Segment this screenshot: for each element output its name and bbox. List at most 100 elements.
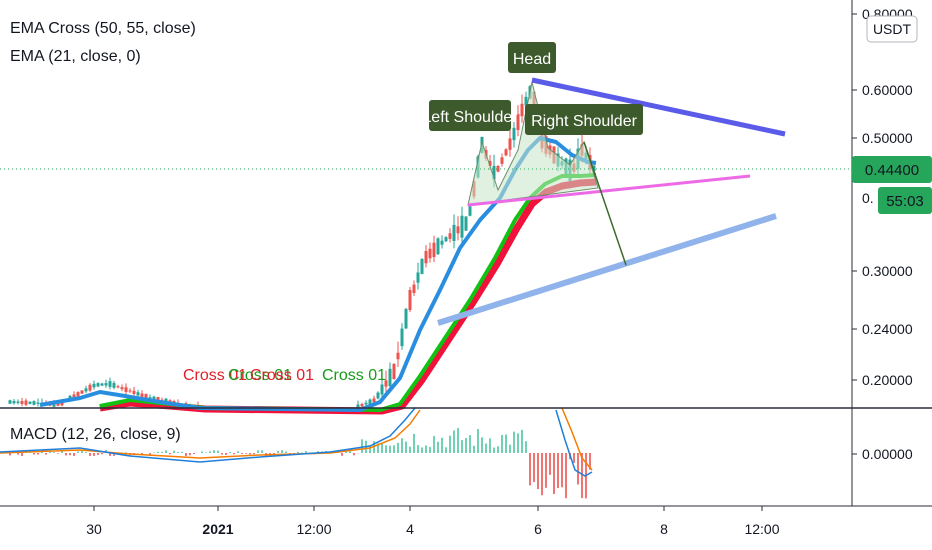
time-tick: 12:00 xyxy=(744,521,779,537)
macd-histogram-bar xyxy=(125,452,127,453)
candle-body xyxy=(524,96,528,106)
macd-histogram-bar xyxy=(361,439,363,453)
macd-histogram-bar xyxy=(489,438,491,453)
candle-body xyxy=(444,237,448,242)
time-tick: 6 xyxy=(534,521,542,537)
candle-body xyxy=(428,248,432,259)
macd-histogram-bar xyxy=(253,453,255,455)
candle-body xyxy=(412,284,416,293)
price-tick-partial: 0. xyxy=(862,190,874,206)
macd-histogram-bar xyxy=(77,451,79,453)
macd-histogram-bar xyxy=(61,450,63,453)
left-shoulder-label-bg xyxy=(429,100,511,131)
candle-body xyxy=(100,383,104,386)
macd-histogram-bar xyxy=(453,430,455,453)
macd-histogram-bar xyxy=(161,451,163,453)
macd-histogram-bar xyxy=(413,433,415,453)
candle-body xyxy=(116,386,120,388)
macd-histogram-bar xyxy=(437,441,439,453)
ema-cross-label[interactable]: EMA Cross (50, 55, close) xyxy=(10,20,196,37)
candle-body xyxy=(432,242,436,258)
macd-histogram-bar xyxy=(405,441,407,453)
macd-histogram-bar xyxy=(509,444,511,453)
candle-body xyxy=(448,233,452,239)
neckline xyxy=(467,174,751,207)
macd-histogram-bar xyxy=(445,447,447,453)
time-tick: 30 xyxy=(86,521,102,537)
macd-histogram-bar xyxy=(513,431,515,453)
time-axis: 30 2021 12:00 4 6 8 12:00 xyxy=(86,506,780,537)
head-label: Head xyxy=(513,51,551,68)
ema-label[interactable]: EMA (21, close, 0) xyxy=(10,48,141,65)
macd-histogram-bar xyxy=(33,453,35,455)
upper-trendline xyxy=(531,77,786,137)
candle-body xyxy=(388,368,392,387)
macd-histogram-bar xyxy=(169,453,171,455)
macd-histogram-bar xyxy=(213,450,215,453)
candle-body xyxy=(128,390,132,392)
macd-histogram-bar xyxy=(209,451,211,453)
right-shoulder-label: Right Shoulder xyxy=(531,113,638,130)
candle-body xyxy=(24,400,28,405)
candle-body xyxy=(372,398,376,403)
candle-body xyxy=(492,165,496,180)
candle-body xyxy=(516,113,520,131)
candle-body xyxy=(56,402,60,406)
macd-histogram-bar xyxy=(417,445,419,453)
price-tick: 0.50000 xyxy=(862,130,913,146)
macd-histogram-bar xyxy=(449,435,451,453)
macd-line-tail xyxy=(555,409,593,477)
macd-histogram-bar xyxy=(185,453,187,456)
candle-body xyxy=(456,226,460,234)
candle-body xyxy=(364,402,368,405)
macd-histogram-bar xyxy=(385,445,387,453)
signal-line xyxy=(0,409,421,459)
macd-histogram-bar xyxy=(485,443,487,453)
macd-histogram-bar xyxy=(201,451,203,453)
macd-histogram-bar xyxy=(57,453,59,454)
macd-histogram-bar xyxy=(217,450,219,453)
left-shoulder-label: Left Shoulder xyxy=(422,109,518,126)
macd-histogram-bar xyxy=(257,450,259,453)
candle-body xyxy=(396,352,400,360)
candle-body xyxy=(500,157,504,164)
candle-body xyxy=(404,308,408,329)
cross-label: Cross 01 xyxy=(183,367,247,384)
candle-body xyxy=(88,384,92,391)
macd-histogram-bar xyxy=(113,453,115,456)
macd-histogram-bar xyxy=(457,428,459,453)
macd-histogram-bar xyxy=(397,442,399,453)
candle-body xyxy=(124,387,128,392)
macd-histogram-bar xyxy=(401,438,403,453)
macd-histogram-bar xyxy=(553,453,555,494)
macd-histogram-bar xyxy=(69,453,71,456)
macd-histogram-bar xyxy=(221,453,223,455)
cross-label: Cross 01 xyxy=(228,367,292,384)
macd-histogram-bar xyxy=(525,441,527,453)
candle-body xyxy=(32,401,36,405)
candle-body xyxy=(136,392,140,396)
candle-body xyxy=(108,381,112,387)
macd-histogram-bar xyxy=(317,451,319,453)
macd-label[interactable]: MACD (12, 26, close, 9) xyxy=(10,426,181,443)
macd-histogram-bar xyxy=(305,451,307,453)
macd-histogram-bar xyxy=(377,443,379,453)
price-axis: 0.80000 0.60000 0.50000 0. 0.30000 0.240… xyxy=(852,6,913,462)
candle-body xyxy=(436,238,440,255)
macd-tick: 0.00000 xyxy=(862,446,913,462)
candle-body xyxy=(440,240,444,245)
macd-histogram-bar xyxy=(389,445,391,453)
candle-body xyxy=(452,224,456,241)
macd-histogram-bar xyxy=(277,451,279,453)
macd-histogram-bar xyxy=(93,453,95,456)
currency-button[interactable]: USDT xyxy=(866,15,918,43)
macd-histogram-bar xyxy=(9,453,11,456)
candle-body xyxy=(360,404,364,407)
candle-body xyxy=(132,390,136,395)
macd-histogram-bar xyxy=(497,446,499,453)
head-label-bg xyxy=(508,42,556,73)
macd-histogram-bar xyxy=(573,453,575,463)
macd-histogram-bar xyxy=(501,434,503,453)
macd-histogram-bar xyxy=(537,453,539,490)
